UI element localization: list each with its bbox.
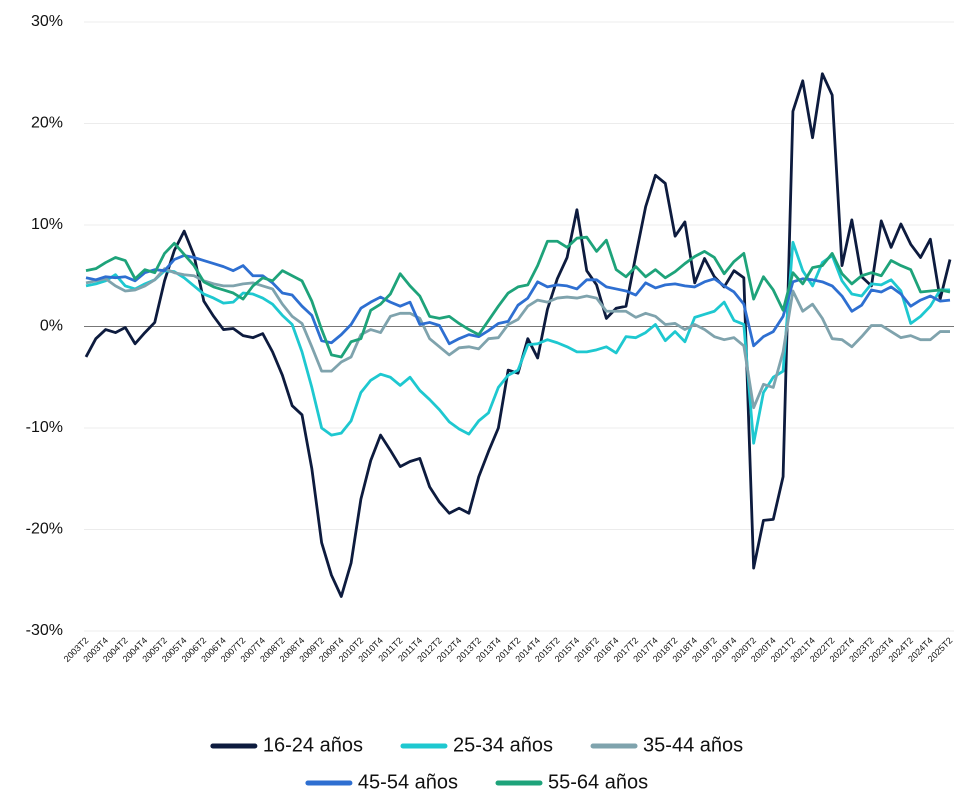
y-tick-label: -20% xyxy=(26,521,63,538)
legend-row: 45-54 años 55-64 años xyxy=(305,771,648,793)
series-line xyxy=(84,72,952,598)
y-tick-label: 30% xyxy=(31,13,63,30)
y-tick-label: -30% xyxy=(26,622,63,639)
y-tick-label: 20% xyxy=(31,115,63,132)
legend-label: 35-44 años xyxy=(643,734,743,756)
series-line xyxy=(85,235,951,359)
legend-row: 16-24 años 25-34 años 35-44 años xyxy=(210,734,743,756)
legend-label: 16-24 años xyxy=(263,734,363,756)
legend-label: 45-54 años xyxy=(358,771,458,793)
y-tick-label: 10% xyxy=(31,216,63,233)
y-tick-label: -10% xyxy=(26,419,63,436)
y-tick-label: 0% xyxy=(40,318,63,335)
series-line xyxy=(85,240,950,445)
series-line xyxy=(85,267,950,410)
legend-label: 55-64 años xyxy=(548,771,648,793)
legend-label: 25-34 años xyxy=(453,734,553,756)
